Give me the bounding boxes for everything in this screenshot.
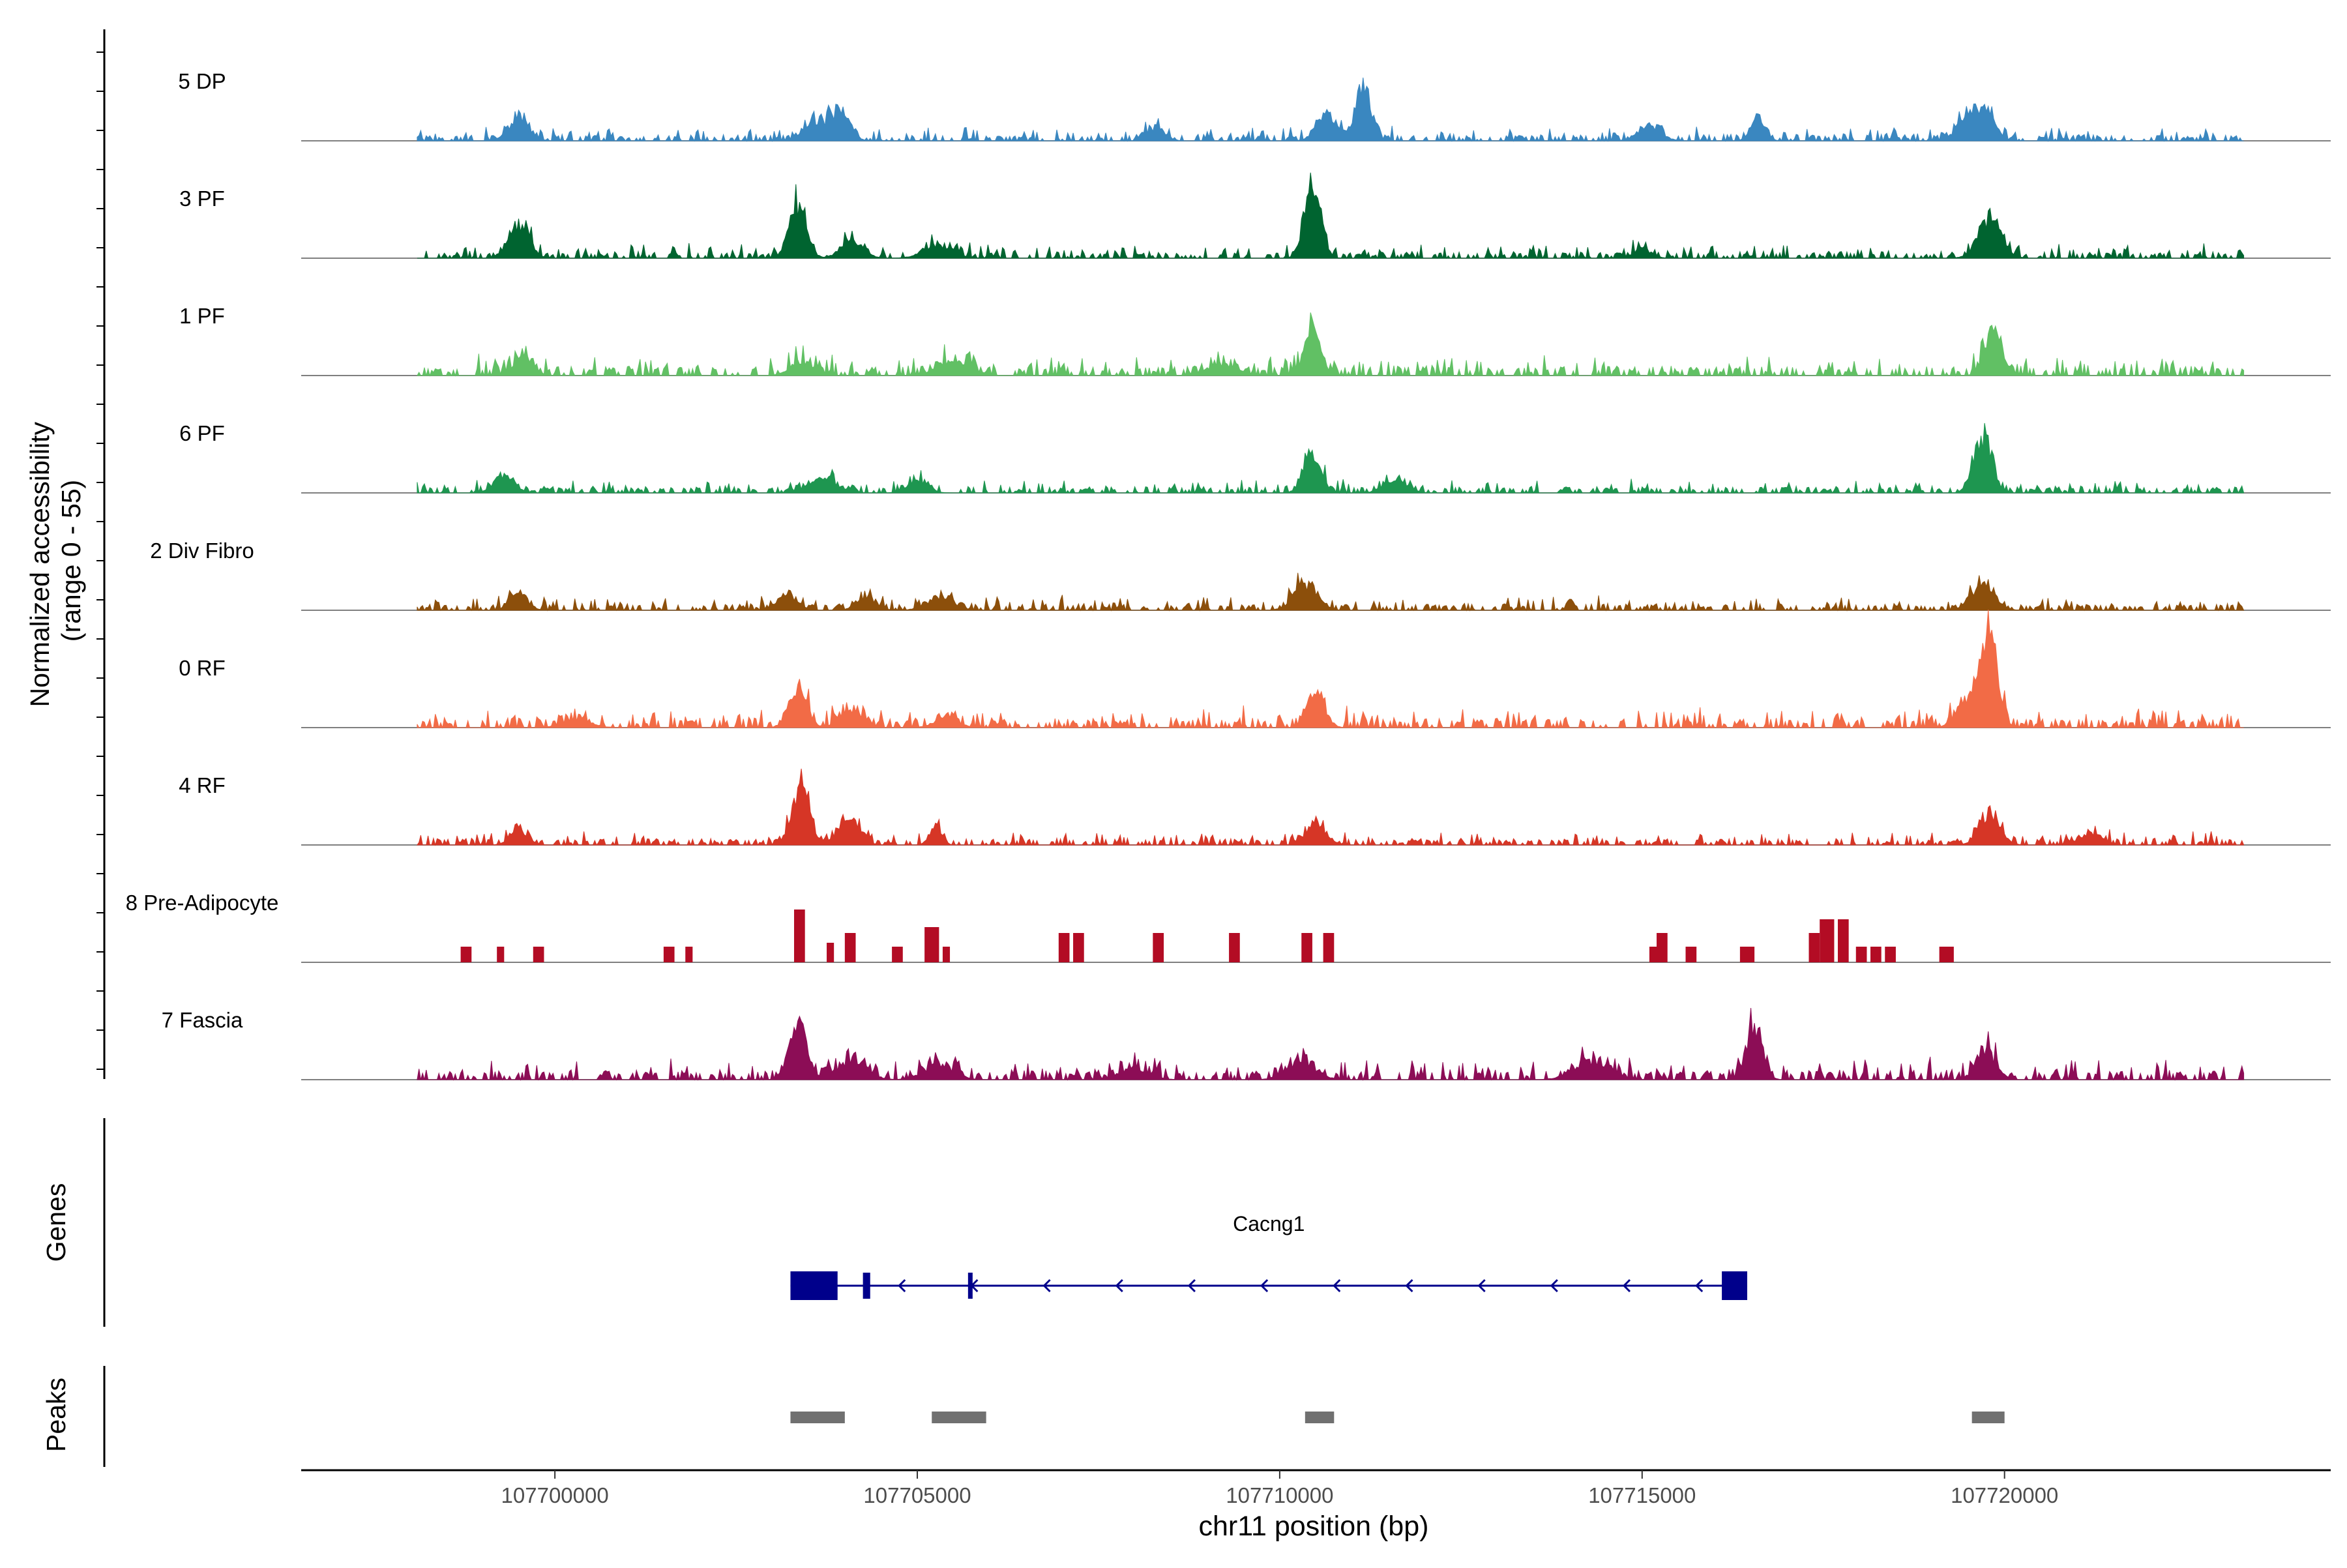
coverage-block xyxy=(794,910,805,962)
peak-region xyxy=(1305,1412,1335,1423)
coverage-block xyxy=(1323,933,1335,962)
genes-track-label: Genes xyxy=(41,1183,71,1262)
track-1-pf xyxy=(301,312,2331,377)
coverage-block xyxy=(1058,933,1070,962)
coverage-block xyxy=(1939,947,1954,962)
coverage-area xyxy=(417,572,2245,612)
coverage-area xyxy=(417,1007,2245,1081)
coverage-area xyxy=(417,422,2245,494)
coverage-block xyxy=(844,933,856,962)
peaks-track-label: Peaks xyxy=(41,1378,71,1452)
track-2-div-fibro xyxy=(301,572,2331,612)
track-label: 5 DP xyxy=(178,69,226,93)
x-axis: 107700000 107705000 107710000 107715000 1077… xyxy=(301,1469,2331,1507)
track-label: 7 Fascia xyxy=(162,1008,243,1032)
coverage-area xyxy=(417,77,2244,142)
coverage-block xyxy=(827,943,834,962)
coverage-block xyxy=(685,947,693,962)
peak-region xyxy=(932,1412,986,1423)
track-7-fascia xyxy=(301,1007,2331,1081)
track-label: 1 PF xyxy=(179,304,225,328)
gene-exon xyxy=(967,1273,973,1299)
track-0-rf xyxy=(301,610,2331,729)
strand-arrow xyxy=(1042,1279,1051,1293)
x-tick-label: 107700000 xyxy=(501,1483,609,1507)
strand-arrow xyxy=(1695,1279,1704,1293)
coverage-block xyxy=(892,947,903,962)
coverage-block xyxy=(942,947,951,962)
coverage-block xyxy=(1153,933,1164,962)
coverage-block xyxy=(1685,947,1697,962)
peak-region xyxy=(1971,1412,2005,1423)
track-3-pf xyxy=(301,172,2331,259)
strand-arrow xyxy=(1187,1279,1196,1293)
strand-arrow xyxy=(1260,1279,1269,1293)
coverage-block xyxy=(533,947,544,962)
gene-exon xyxy=(863,1273,870,1299)
strand-arrow xyxy=(1115,1279,1123,1293)
track-label: 6 PF xyxy=(179,421,225,445)
coverage-block xyxy=(460,947,472,962)
coverage-block xyxy=(1301,933,1312,962)
coverage-area xyxy=(416,769,2245,846)
coverage-area xyxy=(417,610,2244,729)
track-labels: 5 DP 3 PF 1 PF 6 PF 2 Div Fibro 0 RF 4 RF 8 Pre… xyxy=(126,69,279,1032)
y-axis-label: Normalized accessibility (range 0 - 55) xyxy=(25,415,86,707)
coverage-block xyxy=(1855,947,1867,962)
coverage-area xyxy=(417,312,2245,377)
track-4-rf xyxy=(301,769,2331,846)
strand-arrow xyxy=(1550,1279,1558,1293)
track-label: 0 RF xyxy=(179,656,226,680)
gene-track: Cacng1 xyxy=(103,1118,1748,1327)
strand-arrow xyxy=(1333,1279,1341,1293)
coverage-area xyxy=(417,172,2245,259)
strand-arrow xyxy=(1405,1279,1413,1293)
gene-exon xyxy=(790,1271,838,1300)
x-tick-label: 107705000 xyxy=(863,1483,971,1507)
coverage-block xyxy=(497,947,505,962)
strand-arrow xyxy=(1477,1279,1486,1293)
track-label: 3 PF xyxy=(179,186,225,211)
coverage-block xyxy=(924,927,939,962)
peak-region xyxy=(790,1412,845,1423)
x-tick-label: 107715000 xyxy=(1588,1483,1696,1507)
coverage-block xyxy=(1073,933,1084,962)
x-axis-label: chr11 position (bp) xyxy=(1199,1511,1429,1542)
track-label: 8 Pre-Adipocyte xyxy=(126,891,279,915)
coverage-block xyxy=(1885,947,1896,962)
x-tick-label: 107710000 xyxy=(1226,1483,1333,1507)
coverage-block xyxy=(1837,919,1849,962)
gene-name-label: Cacng1 xyxy=(1233,1212,1305,1235)
coverage-block xyxy=(1820,919,1835,962)
coverage-block xyxy=(1870,947,1882,962)
strand-arrow xyxy=(1622,1279,1631,1293)
gene-cacng1: Cacng1 xyxy=(790,1212,1748,1300)
strand-arrow xyxy=(898,1279,906,1293)
left-axes xyxy=(96,29,106,1079)
track-5-dp xyxy=(301,77,2331,142)
track-6-pf xyxy=(301,422,2331,494)
x-tick-label: 107720000 xyxy=(1951,1483,2058,1507)
coverage-block xyxy=(663,947,675,962)
coverage-tracks xyxy=(301,77,2331,1081)
track-8-pre-adipocyte xyxy=(301,910,2331,963)
gene-exon xyxy=(1722,1271,1748,1300)
peaks-track xyxy=(103,1366,2005,1467)
track-label: 4 RF xyxy=(179,773,226,797)
coverage-block xyxy=(1808,933,1820,962)
coverage-block xyxy=(1739,947,1755,962)
coverage-block xyxy=(1229,933,1240,962)
track-label: 2 Div Fibro xyxy=(150,539,254,563)
coverage-block xyxy=(1649,947,1661,962)
